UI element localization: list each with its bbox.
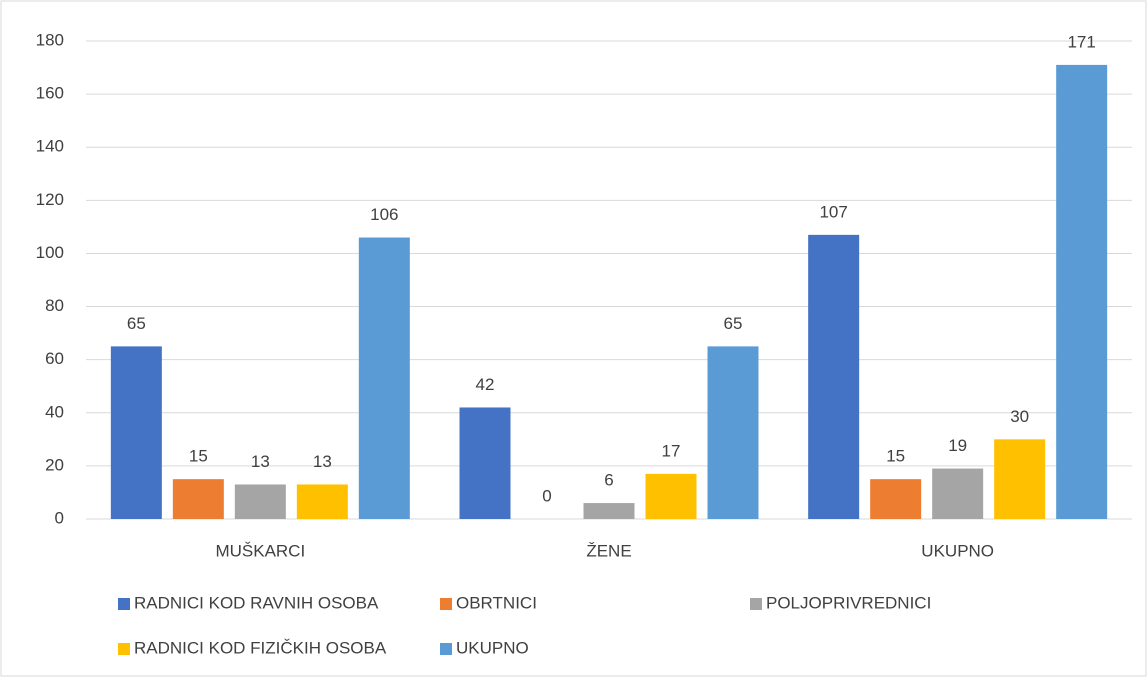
bar: [707, 346, 759, 519]
data-label: 30: [1010, 407, 1029, 426]
bar: [110, 346, 162, 519]
y-tick-label: 180: [36, 30, 64, 49]
y-tick-label: 40: [45, 402, 64, 421]
y-tick-label: 160: [36, 84, 64, 103]
data-label: 13: [313, 452, 332, 471]
data-label: 15: [189, 447, 208, 466]
bar: [172, 479, 224, 519]
y-tick-label: 120: [36, 190, 64, 209]
data-label: 13: [251, 452, 270, 471]
y-tick-label: 80: [45, 296, 64, 315]
data-label: 6: [604, 471, 613, 490]
legend-label: RADNICI KOD RAVNIH OSOBA: [134, 593, 379, 612]
legend-swatch: [440, 598, 452, 610]
data-label: 65: [724, 314, 743, 333]
legend-swatch: [118, 598, 130, 610]
x-tick-label: ŽENE: [586, 541, 631, 560]
legend-label: POLJOPRIVREDNICI: [766, 593, 931, 612]
y-tick-label: 0: [55, 508, 64, 527]
legend-label: UKUPNO: [456, 638, 529, 657]
legend-label: RADNICI KOD FIZIČKIH OSOBA: [134, 638, 387, 657]
legend-swatch: [440, 643, 452, 655]
data-label: 15: [886, 447, 905, 466]
bar: [808, 234, 860, 519]
bar: [459, 407, 511, 519]
data-label: 42: [476, 375, 495, 394]
bar: [234, 484, 286, 519]
legend-label: OBRTNICI: [456, 593, 537, 612]
data-label: 107: [819, 202, 847, 221]
data-label: 106: [370, 205, 398, 224]
bar: [870, 479, 922, 519]
bar: [583, 503, 635, 519]
bar: [645, 473, 697, 519]
y-tick-label: 100: [36, 243, 64, 262]
x-tick-label: UKUPNO: [921, 541, 994, 560]
bar: [358, 237, 410, 519]
bar: [994, 439, 1046, 519]
y-tick-label: 60: [45, 349, 64, 368]
y-tick-label: 140: [36, 137, 64, 156]
data-label: 0: [542, 486, 551, 505]
bar: [932, 468, 984, 519]
data-label: 171: [1067, 32, 1095, 51]
data-label: 65: [127, 314, 146, 333]
y-tick-label: 20: [45, 455, 64, 474]
bar: [296, 484, 348, 519]
data-label: 17: [662, 441, 681, 460]
data-label: 19: [948, 436, 967, 455]
x-tick-label: MUŠKARCI: [215, 541, 305, 560]
legend-swatch: [750, 598, 762, 610]
bar: [1056, 64, 1108, 520]
legend-swatch: [118, 643, 130, 655]
